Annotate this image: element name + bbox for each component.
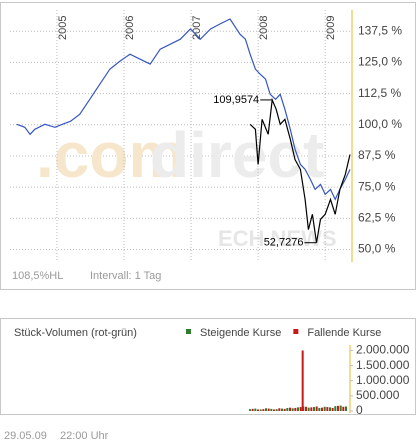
volume-bar	[331, 407, 334, 411]
volume-bar	[254, 408, 257, 411]
y-tick-label: 2.000.000	[356, 343, 410, 357]
legend-swatch	[186, 329, 191, 334]
volume-bar	[283, 408, 286, 411]
y-tick-label: 1.000.000	[356, 373, 410, 387]
y-tick-label: 100,0 %	[358, 117, 402, 131]
y-tick-label: 500.000	[356, 388, 400, 402]
volume-bar	[310, 407, 313, 411]
date: 29.05.09	[4, 430, 47, 442]
volume-bar	[294, 407, 297, 411]
volume-bar	[334, 406, 337, 411]
volume-panel	[0, 318, 416, 415]
volume-bar	[257, 409, 259, 411]
volume-bar	[342, 406, 345, 411]
volume-bar	[291, 408, 294, 411]
volume-bar	[249, 409, 251, 411]
price-line	[16, 18, 351, 201]
volume-bar	[323, 406, 326, 411]
volume-bar	[345, 406, 347, 411]
volume-bar	[337, 405, 339, 411]
price-panel	[0, 2, 416, 290]
y-tick-label: 0	[356, 403, 363, 417]
volume-bar	[299, 407, 302, 411]
volume-bar	[301, 350, 304, 411]
x-tick-label: 2006	[124, 16, 136, 40]
legend-label: Fallende Kurse	[307, 327, 381, 339]
volume-bar	[315, 406, 318, 411]
volume-bar	[339, 405, 342, 411]
watermark: .com	[36, 119, 185, 191]
volume-bar	[307, 407, 310, 411]
y-tick-label: 62,5 %	[358, 211, 396, 225]
annotation: 52,7276	[264, 237, 304, 249]
volume-bar	[281, 408, 283, 411]
volume-bar	[329, 407, 331, 411]
y-tick-label: 1.500.000	[356, 358, 410, 372]
x-tick-label: 2005	[57, 16, 69, 40]
time: 22:00 Uhr	[60, 430, 109, 442]
volume-bar	[318, 407, 321, 411]
volume-bar	[267, 408, 270, 411]
volume-bar	[259, 409, 262, 411]
volume-bar	[313, 407, 315, 411]
volume-bar	[278, 408, 281, 411]
volume-title: Stück-Volumen (rot-grün)	[14, 327, 137, 339]
y-tick-label: 112,5 %	[358, 86, 401, 100]
interval-info: Intervall: 1 Tag	[90, 270, 161, 282]
volume-bar	[270, 408, 273, 411]
hl-info: 108,5%HL	[12, 270, 63, 282]
volume-bar	[262, 409, 265, 411]
y-tick-label: 50,0 %	[358, 242, 396, 256]
y-tick-label: 75,0 %	[358, 179, 396, 193]
x-tick-label: 2009	[325, 16, 337, 40]
volume-bar	[305, 406, 307, 411]
x-tick-label: 2007	[191, 16, 203, 40]
watermark: direct	[150, 119, 324, 191]
volume-bar	[286, 407, 289, 411]
volume-bar	[297, 407, 299, 411]
y-tick-label: 137,5 %	[358, 23, 402, 37]
volume-bar	[321, 407, 323, 411]
volume-bar	[251, 408, 254, 411]
annotation: 109,9574	[213, 94, 259, 106]
x-tick-label: 2008	[258, 16, 270, 40]
y-tick-label: 87,5 %	[358, 148, 396, 162]
y-tick-label: 125,0 %	[358, 55, 402, 69]
legend-label: Steigende Kurse	[200, 327, 281, 339]
volume-bar	[265, 408, 267, 411]
legend-swatch	[293, 329, 299, 334]
price-line	[249, 97, 351, 243]
volume-bar	[273, 409, 275, 411]
volume-bar	[326, 407, 329, 411]
volume-bar	[275, 409, 278, 411]
volume-bar	[289, 407, 291, 411]
